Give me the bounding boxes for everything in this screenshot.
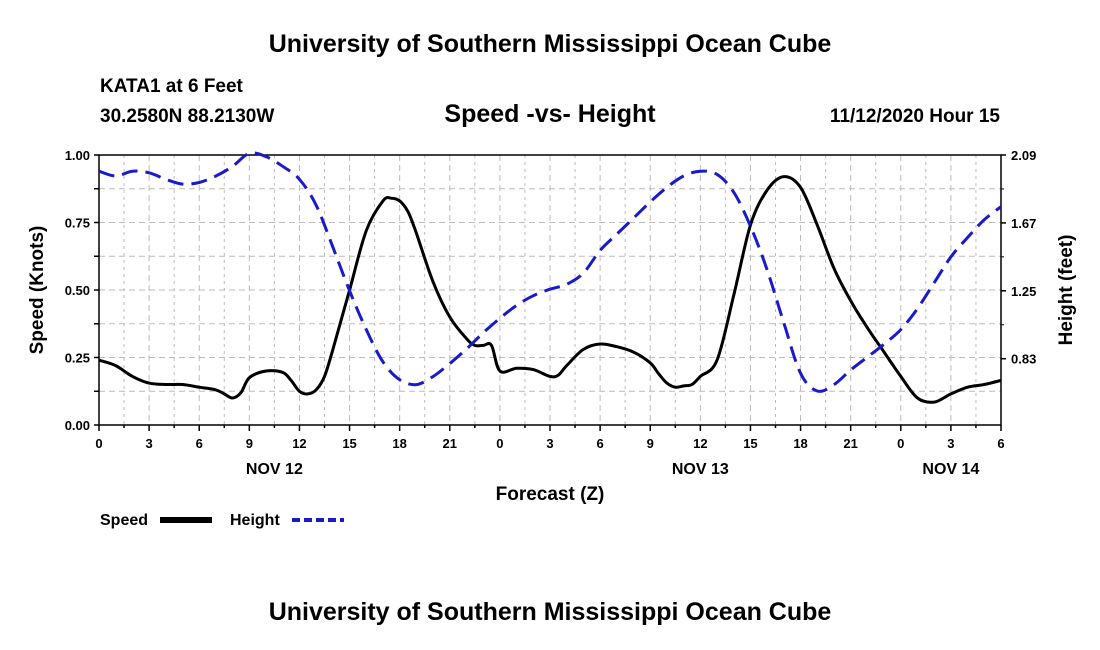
x-tick-label: 18: [392, 436, 406, 451]
y-tick-label: 0.50: [65, 283, 90, 298]
x-tick-label: 21: [443, 436, 457, 451]
x-tick-label: 6: [196, 436, 203, 451]
x-tick-label: 9: [246, 436, 253, 451]
legend-label-height: Height: [230, 512, 280, 529]
x-tick-label: 18: [793, 436, 807, 451]
height-series-line: [98, 151, 1002, 393]
y2-tick-label: 2.09: [1011, 148, 1036, 163]
x-tick-label: 6: [997, 436, 1004, 451]
x-tick-label: 3: [145, 436, 152, 451]
forecast-datetime: 11/12/2020 Hour 15: [829, 106, 1000, 127]
y-tick-label: 1.00: [65, 148, 90, 163]
legend-label-speed: Speed: [100, 512, 148, 529]
y2-axis-title: Height (feet): [1056, 235, 1077, 346]
x-tick-label: 0: [496, 436, 503, 451]
page-title-bottom: University of Southern Mississippi Ocean…: [268, 598, 832, 626]
y2-tick-label: 0.83: [1011, 352, 1036, 367]
chart-title: Speed -vs- Height: [444, 100, 656, 128]
x-tick-label: 0: [897, 436, 904, 451]
x-tick-label: 6: [596, 436, 603, 451]
x-tick-label: 15: [342, 436, 356, 451]
page-title-top: University of Southern Mississippi Ocean…: [268, 30, 832, 58]
station-name: KATA1 at 6 Feet: [100, 76, 243, 97]
x-tick-label: 3: [947, 436, 954, 451]
x-axis-title: Forecast (Z): [496, 484, 605, 505]
x-tick-label: 0: [95, 436, 102, 451]
station-coordinates: 30.2580N 88.2130W: [100, 106, 275, 127]
y-tick-label: 0.75: [65, 216, 90, 231]
x-tick-label: 15: [743, 436, 757, 451]
x-tick-label: 21: [843, 436, 857, 451]
x-tick-label: 12: [693, 436, 707, 451]
y-axis-title: Speed (Knots): [27, 226, 48, 355]
speed-series-line: [98, 175, 1002, 404]
x-date-label: NOV 12: [246, 461, 303, 478]
x-tick-label: 3: [546, 436, 553, 451]
y-tick-label: 0.00: [65, 418, 90, 433]
x-tick-label: 9: [647, 436, 654, 451]
x-tick-label: 12: [292, 436, 306, 451]
y-tick-label: 0.25: [65, 351, 90, 366]
y2-tick-label: 1.67: [1011, 216, 1036, 231]
y2-tick-label: 1.25: [1011, 284, 1036, 299]
x-date-label: NOV 13: [672, 461, 729, 478]
x-date-label: NOV 14: [922, 461, 979, 478]
